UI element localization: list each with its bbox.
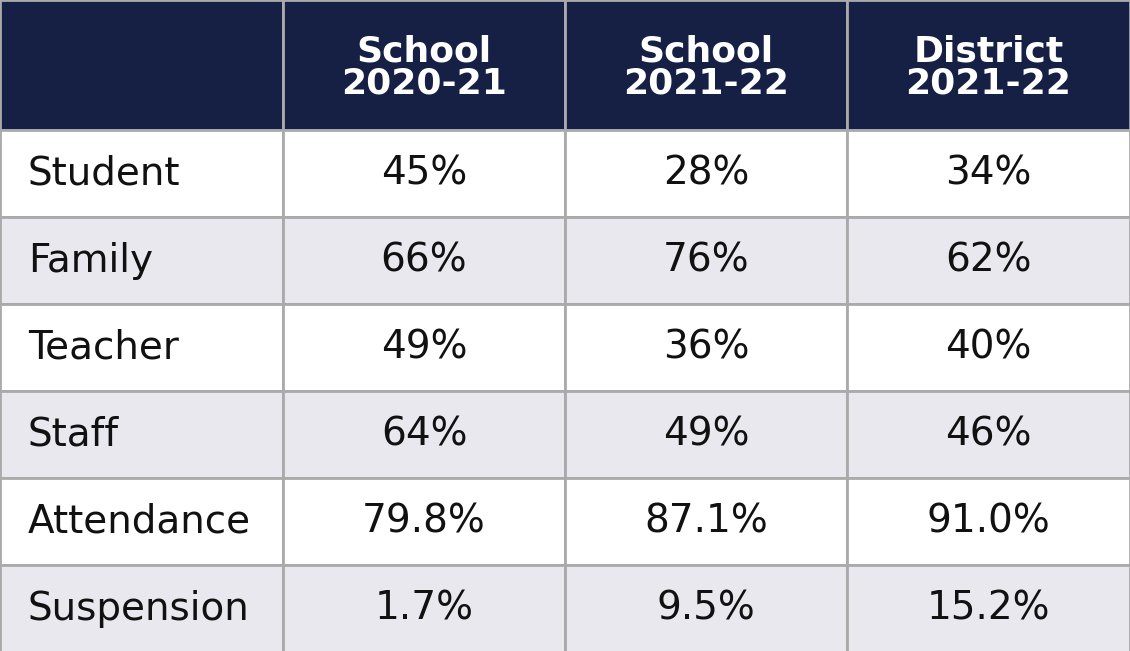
Text: Staff: Staff [28, 415, 119, 454]
Bar [565, 304, 848, 391]
Text: 34%: 34% [946, 154, 1032, 193]
Bar [0, 391, 282, 478]
Bar [565, 391, 848, 478]
Text: District: District [913, 34, 1063, 68]
Text: 91.0%: 91.0% [927, 503, 1051, 540]
Text: 62%: 62% [946, 242, 1032, 279]
Text: Suspension: Suspension [28, 590, 250, 628]
Text: 2020-21: 2020-21 [341, 66, 507, 100]
Text: 49%: 49% [381, 329, 467, 367]
Bar [0, 0, 282, 130]
Text: 15.2%: 15.2% [927, 590, 1050, 628]
Text: 28%: 28% [663, 154, 749, 193]
Bar [565, 0, 848, 130]
Bar [0, 217, 282, 304]
Bar [848, 217, 1130, 304]
Bar [282, 304, 565, 391]
Bar [0, 478, 282, 565]
Bar [848, 391, 1130, 478]
Bar [565, 478, 848, 565]
Text: Student: Student [28, 154, 181, 193]
Bar [848, 0, 1130, 130]
Bar [565, 130, 848, 217]
Text: 36%: 36% [663, 329, 749, 367]
Text: Attendance: Attendance [28, 503, 251, 540]
Text: 2021-22: 2021-22 [623, 66, 789, 100]
Text: School: School [638, 34, 774, 68]
Bar [0, 565, 282, 651]
Bar [282, 217, 565, 304]
Bar [282, 391, 565, 478]
Bar [565, 217, 848, 304]
Bar [282, 478, 565, 565]
Text: 76%: 76% [662, 242, 749, 279]
Text: 9.5%: 9.5% [657, 590, 755, 628]
Text: 1.7%: 1.7% [374, 590, 473, 628]
Bar [848, 565, 1130, 651]
Bar [565, 565, 848, 651]
Bar [848, 130, 1130, 217]
Bar [282, 130, 565, 217]
Text: School: School [356, 34, 492, 68]
Text: 40%: 40% [946, 329, 1032, 367]
Text: 87.1%: 87.1% [644, 503, 768, 540]
Text: 46%: 46% [946, 415, 1032, 454]
Bar [0, 304, 282, 391]
Bar [848, 478, 1130, 565]
Text: 49%: 49% [663, 415, 749, 454]
Bar [282, 0, 565, 130]
Text: Family: Family [28, 242, 153, 279]
Bar [0, 130, 282, 217]
Text: 64%: 64% [381, 415, 467, 454]
Bar [282, 565, 565, 651]
Text: 66%: 66% [381, 242, 468, 279]
Text: 2021-22: 2021-22 [905, 66, 1071, 100]
Text: Teacher: Teacher [28, 329, 179, 367]
Text: 45%: 45% [381, 154, 467, 193]
Bar [848, 304, 1130, 391]
Text: 79.8%: 79.8% [362, 503, 486, 540]
